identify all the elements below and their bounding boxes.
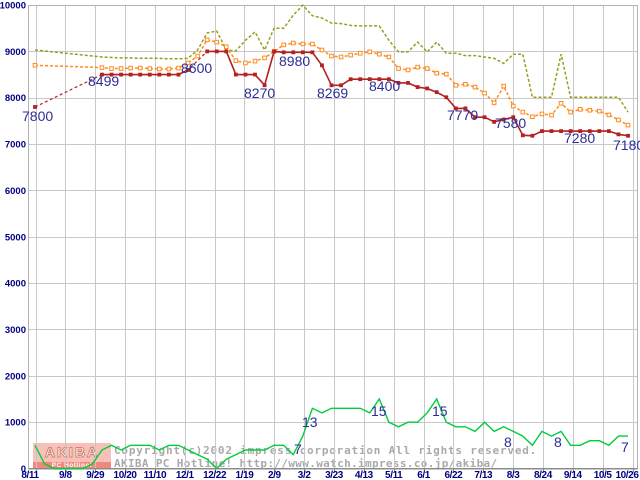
y-axis-tick-label: 6000 [5, 186, 26, 197]
pc-hotline-logo-text: PC Hotline! [33, 462, 111, 470]
y-axis-tick-label: 2000 [5, 371, 26, 382]
x-axis-tick-label: 8/11 [21, 470, 39, 480]
data-point-label: 15 [432, 403, 448, 419]
data-point-label: 15 [371, 403, 387, 419]
data-point-label: 7770 [447, 107, 478, 123]
series-average-price [32, 37, 631, 128]
y-axis-tick-label: 8000 [5, 93, 26, 104]
x-axis-tick-label: 9/8 [59, 470, 73, 480]
x-axis-tick-label: 9/14 [564, 470, 583, 480]
x-axis-tick-label: 10/26 [615, 470, 639, 480]
x-axis-tick-label: 8/3 [507, 470, 521, 480]
x-axis-tick-label: 7/13 [474, 470, 493, 480]
data-point-label: 8499 [88, 73, 119, 89]
data-point-label: 7280 [564, 130, 595, 146]
x-axis-tick-label: 12/1 [176, 470, 195, 480]
y-axis-tick-label: 9000 [5, 47, 26, 58]
akiba-logo-text: AKIBA [33, 443, 111, 462]
data-point-label: 7180 [613, 137, 640, 153]
x-axis-tick-label: 12/22 [203, 470, 227, 480]
data-point-label: 7 [294, 441, 302, 457]
akiba-pc-hotline-logo: AKIBA PC Hotline! [33, 443, 111, 470]
grid-lines [28, 5, 638, 473]
data-point-label: 13 [302, 414, 318, 430]
y-axis-tick-label: 0 [21, 464, 26, 475]
data-point-label: 7 [621, 439, 629, 455]
data-point-label: 8400 [369, 78, 400, 94]
x-axis-tick-label: 2/9 [268, 470, 282, 480]
x-axis-tick-label: 11/10 [144, 470, 167, 480]
x-axis-tick-label: 8/24 [534, 470, 553, 480]
x-axis-tick-label: 3/23 [325, 470, 344, 480]
y-axis-tick-label: 7000 [5, 140, 26, 151]
x-axis-tick-label: 10/5 [594, 470, 613, 480]
x-axis-tick-label: 9/29 [86, 470, 105, 480]
x-axis-tick-label: 6/1 [417, 470, 431, 480]
series-highest-price [34, 3, 629, 113]
data-point-label: 8 [554, 434, 562, 450]
data-point-label: 8269 [317, 85, 348, 101]
data-point-label: 8980 [279, 53, 310, 69]
x-axis-tick-label: 1/19 [236, 470, 255, 480]
data-point-label: 8 [504, 434, 512, 450]
y-axis-tick-label: 1000 [5, 418, 26, 429]
series-shop-count [34, 397, 628, 470]
y-axis-tick-label: 4000 [5, 279, 26, 290]
data-point-label: 8600 [181, 60, 212, 76]
x-axis-tick-label: 3/2 [298, 470, 312, 480]
data-point-label: 8270 [244, 85, 275, 101]
x-axis-tick-label: 6/22 [444, 470, 463, 480]
y-axis-tick-label: 3000 [5, 325, 26, 336]
data-point-label: 7580 [495, 115, 526, 131]
data-point-label: 7800 [22, 108, 53, 124]
x-axis-tick-label: 5/11 [385, 470, 403, 480]
copyright-watermark-line2: AKIBA PC Hotline! http://www.watch.impre… [114, 457, 498, 470]
x-axis-tick-label: 10/20 [114, 470, 138, 480]
y-axis-tick-label: 5000 [5, 232, 26, 243]
y-axis-tick-label: 10000 [0, 1, 26, 12]
x-axis-tick-label: 4/13 [355, 470, 374, 480]
copyright-watermark-line1: Copyright(c)2002 impress corporation All… [114, 444, 538, 457]
series-lowest-price [33, 49, 630, 138]
